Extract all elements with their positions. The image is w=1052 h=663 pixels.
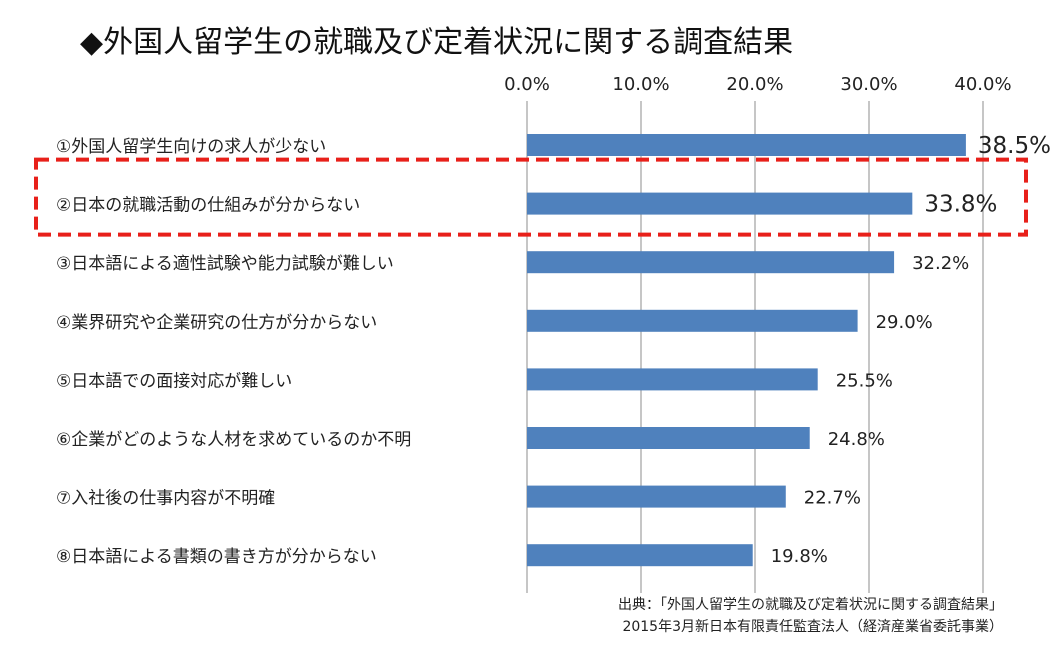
bar xyxy=(527,134,966,156)
x-tick-label: 30.0% xyxy=(840,74,897,95)
category-label: ⑧日本語による書類の書き方が分からない xyxy=(56,547,377,567)
bar xyxy=(527,192,913,215)
value-label: 32.2% xyxy=(912,253,969,274)
value-label: 38.5% xyxy=(978,133,1051,159)
value-label: 29.0% xyxy=(876,312,933,333)
category-label: ①外国人留学生向けの求人が少ない xyxy=(56,137,326,157)
category-label: ③日本語による適性試験や能力試験が難しい xyxy=(56,254,394,274)
value-label: 19.8% xyxy=(771,546,828,567)
gridlines xyxy=(526,101,984,593)
x-tick-label: 10.0% xyxy=(612,74,669,95)
category-label: ⑤日本語での面接対応が難しい xyxy=(56,371,292,391)
category-label: ⑥企業がどのような人材を求めているのか不明 xyxy=(56,430,411,450)
value-label: 24.8% xyxy=(828,429,885,450)
bar xyxy=(527,544,753,567)
highlight-box xyxy=(34,157,1028,237)
bars xyxy=(527,134,966,567)
x-axis-tick-labels: 0.0% 10.0% 20.0% 30.0% 40.0% xyxy=(504,74,1011,95)
highlight-rect xyxy=(34,157,1028,237)
value-label: 25.5% xyxy=(836,370,893,391)
bar xyxy=(527,485,786,508)
bar xyxy=(527,427,810,449)
category-label: ②日本の就職活動の仕組みが分からない xyxy=(56,196,360,216)
category-labels: ①外国人留学生向けの求人が少ない ②日本の就職活動の仕組みが分からない ③日本語によ… xyxy=(56,137,411,567)
x-tick-label: 40.0% xyxy=(954,74,1011,95)
value-labels: 38.5% 33.8% 32.2% 29.0% 25.5% 24.8% 22.7% 19.8% xyxy=(771,133,1051,567)
bar xyxy=(527,368,818,391)
bar xyxy=(527,309,858,332)
category-label: ⑦入社後の仕事内容が不明確 xyxy=(56,489,275,509)
source-citation-line-2: 2015年3月新日本有限責任監査法人（経済産業省委託事業） xyxy=(622,618,1003,635)
x-tick-label: 0.0% xyxy=(504,74,550,95)
source-citation-line-1: 出典：「外国人留学生の就職及び定着状況に関する調査結果」 xyxy=(618,597,1003,613)
x-tick-label: 20.0% xyxy=(726,74,783,95)
value-label: 33.8% xyxy=(924,192,997,218)
chart-title: ◆外国人留学生の就職及び定着状況に関する調査結果 xyxy=(80,25,793,60)
bar xyxy=(527,251,895,274)
value-label: 22.7% xyxy=(804,488,861,509)
category-label: ④業界研究や企業研究の仕方が分からない xyxy=(56,313,377,333)
